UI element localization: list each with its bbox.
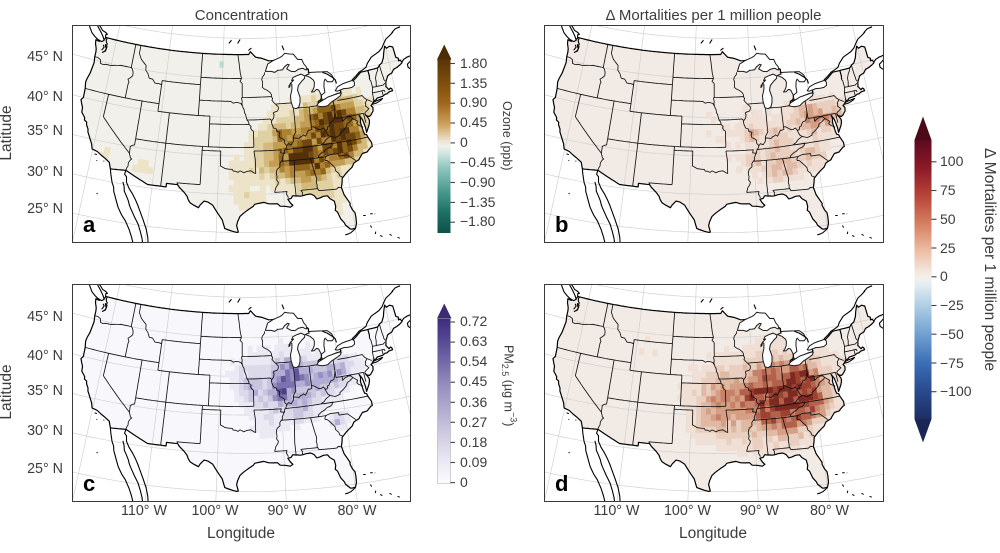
svg-text:c: c <box>83 471 95 496</box>
svg-text:a: a <box>83 212 96 237</box>
svg-text:d: d <box>555 471 568 496</box>
svg-text:b: b <box>555 212 568 237</box>
